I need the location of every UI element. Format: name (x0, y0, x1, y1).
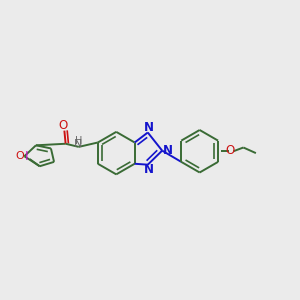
Text: O: O (16, 151, 24, 160)
Text: N: N (144, 121, 154, 134)
Text: O: O (226, 144, 235, 158)
Text: N: N (163, 143, 173, 157)
Text: H: H (75, 136, 82, 146)
Text: O: O (58, 119, 68, 132)
Text: N: N (144, 163, 154, 176)
Text: I: I (25, 150, 28, 164)
Text: N: N (74, 139, 82, 149)
